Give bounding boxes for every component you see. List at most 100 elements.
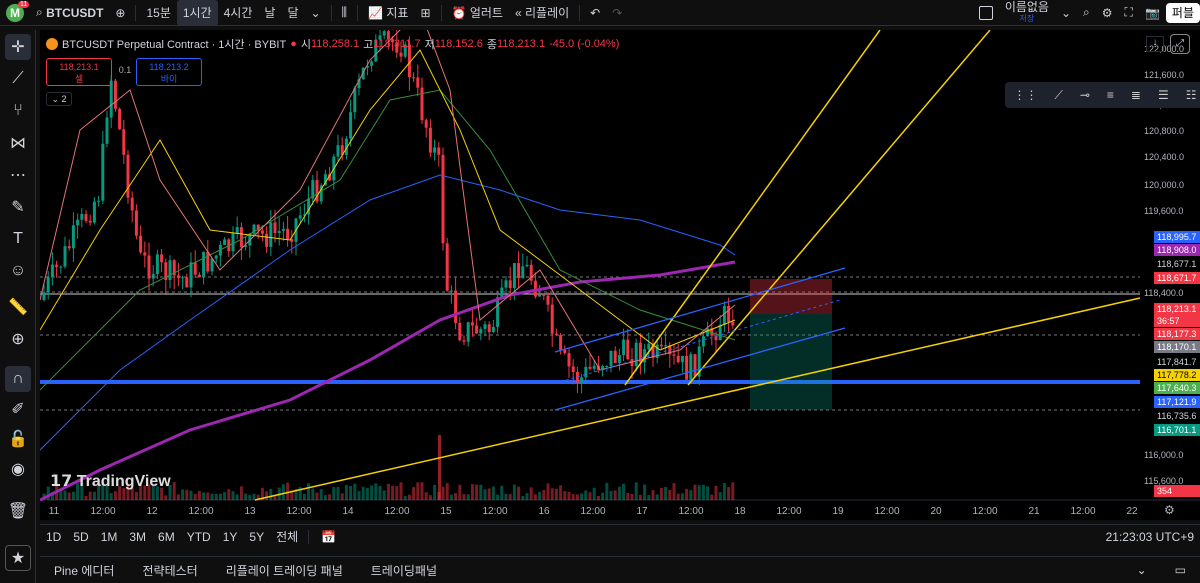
symbol-search[interactable]: ⌕ BTCUSDT <box>30 0 109 26</box>
regression-icon[interactable]: ≣ <box>1130 88 1141 102</box>
tab-replay-trading[interactable]: 리플레이 트레이딩 패널 <box>225 563 343 578</box>
emoji-tool[interactable]: ☺ <box>5 258 31 284</box>
tab-trading-panel[interactable]: 트레이딩패널 <box>370 563 438 578</box>
maximize-icon[interactable]: ▭ <box>1174 563 1186 577</box>
candle-body <box>185 277 189 288</box>
quick-search-button[interactable]: ⌕ <box>1077 0 1096 26</box>
crosshair-tool[interactable]: ✛ <box>5 34 31 60</box>
scroll-down-button[interactable]: ↓ <box>1146 36 1164 52</box>
time-axis-label: 11 <box>49 506 60 517</box>
indicators-collapse[interactable]: ⌄ 2 <box>46 92 72 106</box>
range-5d[interactable]: 5D <box>73 529 89 544</box>
range-1y[interactable]: 1Y <box>222 529 238 544</box>
trendline-icon[interactable]: ⟋ <box>1054 87 1063 102</box>
range-5y[interactable]: 5Y <box>249 529 265 544</box>
candle-body <box>601 366 605 371</box>
candle-body <box>46 277 50 293</box>
layout-templates-button[interactable]: ⊞ <box>414 0 436 26</box>
buy-button[interactable]: 118,213.2 바이 <box>136 58 202 86</box>
time-axis-label: 12:00 <box>776 506 801 517</box>
range-ytd[interactable]: YTD <box>186 529 211 544</box>
forecast-tool[interactable]: ⋯ <box>5 162 31 188</box>
lock-tool[interactable]: 🔓 <box>5 426 31 452</box>
fib-icon[interactable]: ☰ <box>1157 88 1169 102</box>
volume-bar <box>164 495 168 500</box>
hide-tool[interactable]: ◉ <box>5 456 31 482</box>
compare-button[interactable]: ⊕ <box>109 0 131 26</box>
brush-tool[interactable]: ✎ <box>5 194 31 220</box>
volume-bar <box>256 494 260 500</box>
volume-bar <box>483 489 487 500</box>
price-axis-label: 116,000.0 <box>1144 450 1183 460</box>
tf-month[interactable]: 달 <box>287 6 299 20</box>
tab-strategy-tester[interactable]: 전략테스터 <box>142 563 198 578</box>
volume-bar <box>210 493 214 500</box>
horizontal-ray-icon[interactable]: ⊸ <box>1079 88 1090 102</box>
screenshot-button[interactable]: 📷 <box>1139 0 1166 26</box>
tf-dropdown[interactable]: ⌄ <box>304 0 326 26</box>
tab-pine-editor[interactable]: Pine 에디터 <box>54 563 115 578</box>
volume-bar <box>609 491 613 500</box>
volume-bar <box>428 495 432 500</box>
auto-scale-button[interactable]: ⤢ <box>1170 34 1190 54</box>
time-axis-label: 12:00 <box>580 506 605 517</box>
watchlist-button[interactable]: ★ <box>5 545 31 571</box>
chart-area[interactable]: 122,000.0121,600.0121,200.0120,800.0120,… <box>39 9 1200 520</box>
layout-name-button[interactable]: 이름없음 저장 <box>973 0 1055 26</box>
tf-15m[interactable]: 15분 <box>146 6 171 20</box>
zoom-tool[interactable]: ⊕ <box>5 326 31 352</box>
tf-4h[interactable]: 4시간 <box>223 6 253 20</box>
pattern-tool[interactable]: ⋈ <box>5 130 31 156</box>
lock-draw-tool[interactable]: ✐ <box>5 396 31 422</box>
candle-body <box>155 254 159 275</box>
redo-button[interactable]: ↷ <box>606 0 628 26</box>
parallel-channel-icon[interactable]: ≡ <box>1106 88 1114 102</box>
search-icon: ⌕ <box>36 5 43 19</box>
drag-handle-icon[interactable]: ⋮⋮ <box>1013 88 1038 102</box>
magnet-tool[interactable]: ∩ <box>5 366 31 392</box>
goto-date-button[interactable]: 📅 <box>308 529 348 544</box>
range-6m[interactable]: 6M <box>158 529 175 544</box>
brush-icon: ✎ <box>11 199 25 216</box>
chart-type-button[interactable]: ⫼ <box>336 0 354 26</box>
volume-bar <box>378 485 382 500</box>
pitchfork-tool[interactable]: ⑂ <box>5 98 31 124</box>
layout-dropdown[interactable]: ⌄ <box>1055 0 1077 26</box>
tf-1h[interactable]: 1시간 <box>176 0 218 26</box>
fib-extension-icon[interactable]: ☷ <box>1185 88 1197 102</box>
clock[interactable]: 21:23:03 UTC+9 <box>1105 529 1194 544</box>
range-1d[interactable]: 1D <box>46 529 62 544</box>
candle-body <box>487 324 491 333</box>
publish-button[interactable]: 퍼블 <box>1165 2 1200 23</box>
time-axis-label: 19 <box>832 506 844 517</box>
indicator-count: 2 <box>61 94 67 104</box>
volume-bar <box>706 486 710 500</box>
volume-bar <box>235 494 239 500</box>
candle-body <box>84 214 88 221</box>
chevron-down-icon[interactable]: ⌄ <box>1136 563 1147 577</box>
volume-bar <box>122 488 126 500</box>
sell-button[interactable]: 118,213.1 셀 <box>46 58 112 86</box>
undo-button[interactable]: ↶ <box>584 0 606 26</box>
replay-label: 리플레이 <box>524 6 570 20</box>
ruler-tool[interactable]: 📏 <box>5 294 31 320</box>
time-axis-label: 22 <box>1126 506 1138 517</box>
range-3m[interactable]: 3M <box>129 529 147 544</box>
volume-bar <box>458 484 462 500</box>
logo-button[interactable]: M 11 <box>0 0 30 26</box>
volume-bar <box>197 490 201 500</box>
tf-day[interactable]: 날 <box>264 6 276 20</box>
delete-tool[interactable]: 🗑 <box>5 498 31 524</box>
target-zone <box>750 314 832 410</box>
settings-button[interactable]: ⚙ <box>1096 0 1119 26</box>
trendline-tool[interactable]: ⟋ <box>5 66 31 92</box>
alert-button[interactable]: ⏰ 얼러트 <box>446 0 509 26</box>
text-tool[interactable]: T <box>5 226 31 252</box>
replay-button[interactable]: « 리플레이 <box>509 0 575 26</box>
volume-bar <box>311 488 315 500</box>
range-all[interactable]: 전체 <box>276 530 299 544</box>
indicator-button[interactable]: 📈 지표 <box>362 0 414 26</box>
range-1m[interactable]: 1M <box>100 529 118 544</box>
fullscreen-button[interactable]: ⛶ <box>1119 0 1139 26</box>
candle-body <box>126 154 130 198</box>
